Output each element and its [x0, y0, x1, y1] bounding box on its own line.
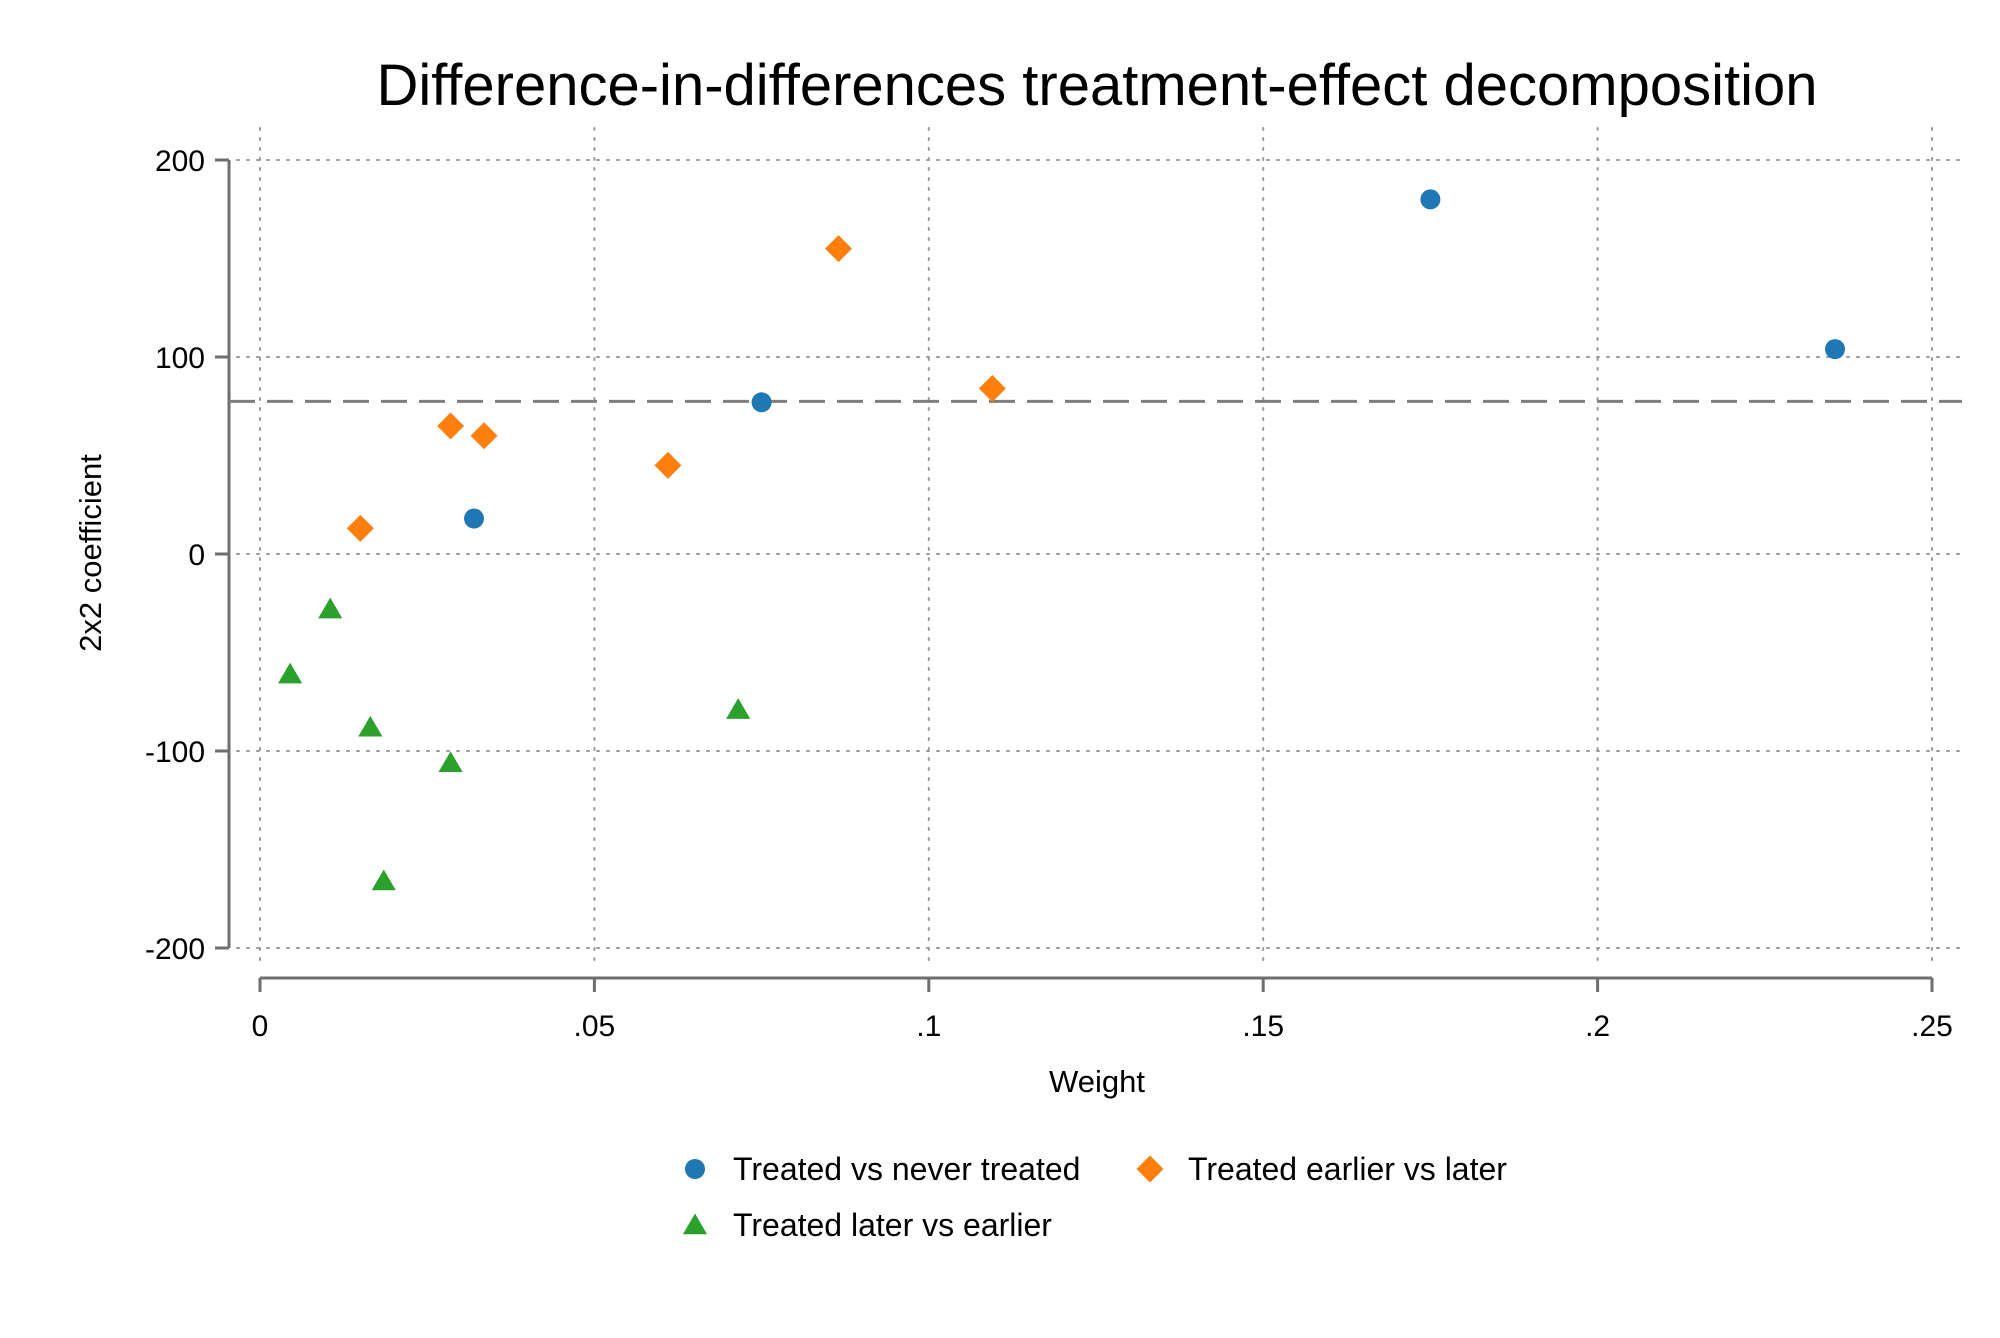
- data-point-circle: [751, 392, 772, 413]
- legend-entry: Treated earlier vs later: [1136, 1151, 1507, 1187]
- legend-label: Treated vs never treated: [733, 1151, 1080, 1187]
- data-point-triangle: [726, 698, 751, 719]
- data-point-diamond: [978, 375, 1006, 403]
- x-axis-title: Weight: [1049, 1064, 1145, 1099]
- gridlines: [236, 127, 1963, 967]
- legend-entry: Treated vs never treated: [685, 1151, 1080, 1187]
- x-tick-label: 0: [252, 1010, 269, 1043]
- data-point-diamond: [654, 451, 682, 479]
- y-tick-label: -100: [145, 736, 205, 769]
- data-point-diamond: [825, 235, 853, 263]
- data-point-triangle: [318, 597, 343, 619]
- legend-label: Treated earlier vs later: [1188, 1151, 1507, 1187]
- data-point-triangle: [438, 751, 463, 773]
- y-tick-label: -200: [145, 933, 205, 966]
- data-point-circle: [1420, 189, 1441, 210]
- data-point-triangle: [358, 715, 383, 737]
- data-point-triangle: [371, 869, 396, 891]
- y-tick-label: 200: [155, 145, 205, 178]
- legend-marker-circle: [685, 1159, 705, 1179]
- y-tick-label: 0: [188, 539, 205, 572]
- y-tick-label: 100: [155, 342, 205, 375]
- legend-marker-triangle: [682, 1213, 708, 1235]
- legend-entry: Treated later vs earlier: [682, 1207, 1052, 1243]
- data-point-triangle: [278, 662, 303, 684]
- data-points: [278, 189, 1846, 891]
- legend-marker-diamond: [1136, 1155, 1164, 1183]
- data-point-circle: [464, 508, 485, 529]
- legend-label: Treated later vs earlier: [733, 1207, 1052, 1243]
- x-tick-label: .2: [1585, 1010, 1610, 1043]
- chart-title: Difference-in-differences treatment-effe…: [376, 53, 1817, 118]
- x-tick-label: .25: [1911, 1010, 1953, 1043]
- x-tick-label: .05: [574, 1010, 616, 1043]
- data-point-diamond: [470, 422, 498, 450]
- data-point-diamond: [437, 412, 465, 440]
- legend: Treated vs never treated Treated earlier …: [682, 1151, 1507, 1243]
- x-tick-label: .15: [1242, 1010, 1284, 1043]
- y-axis-title: 2x2 coefficient: [73, 454, 108, 652]
- x-tick-label: .1: [916, 1010, 941, 1043]
- axes: 200 100 0 -100 -200 0 .05 .1 .15 .2 .25: [145, 145, 1953, 1043]
- data-point-circle: [1825, 339, 1846, 360]
- data-point-diamond: [346, 514, 374, 542]
